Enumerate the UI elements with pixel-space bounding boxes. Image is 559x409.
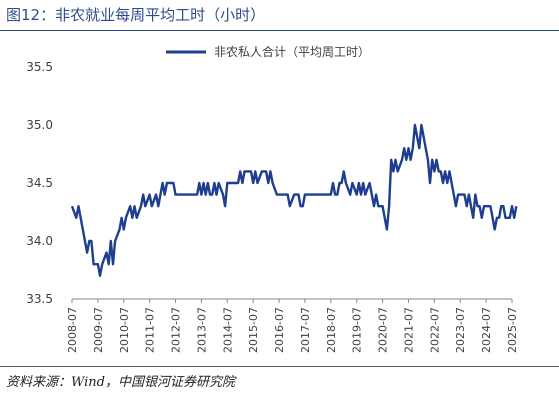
y-tick-label: 35.5 [26,60,53,74]
x-tick-label: 2010-07 [118,307,131,353]
y-tick-label: 35.0 [26,118,53,132]
y-axis: 33.5 34.0 34.5 35.0 35.5 [26,60,53,306]
x-tick-label: 2021-07 [402,307,415,353]
y-tick-label: 33.5 [26,292,53,306]
x-tick-label: 2024-07 [480,307,493,353]
y-tick-label: 34.5 [26,176,53,190]
source-rule [0,366,559,367]
x-tick-label: 2017-07 [299,307,312,353]
x-axis: 2008-07 2009-07 2010-07 2011-07 2012-07 2013-… [66,298,519,353]
x-tick-label: 2022-07 [428,307,441,353]
x-tick-label: 2014-07 [221,307,234,353]
y-tick-label: 34.0 [26,234,53,248]
legend-label: 非农私人合计（平均周工时） [214,44,370,59]
x-tick-label: 2015-07 [247,307,260,353]
plot-area [70,123,518,277]
x-tick-label: 2020-07 [377,307,390,353]
x-tick-label: 2023-07 [454,307,467,353]
figure-title: 图12：非农就业每周平均工时（小时） [6,6,266,24]
x-tick-label: 2012-07 [170,307,183,353]
x-tick-label: 2013-07 [195,307,208,353]
source-note: 资料来源：Wind，中国银河证券研究院 [6,375,235,390]
x-tick-label: 2019-07 [351,307,364,353]
x-tick-label: 2025-07 [506,307,519,353]
x-tick-label: 2009-07 [92,307,105,353]
x-tick-label: 2008-07 [66,307,79,353]
title-rule [0,30,559,31]
chart-legend: 非农私人合计（平均周工时） [166,44,370,59]
x-tick-label: 2011-07 [144,307,157,353]
x-tick-label: 2016-07 [273,307,286,353]
line-chart: 非农私人合计（平均周工时） 33.5 34.0 34.5 35.0 35.5 2008-… [26,44,519,353]
series-line [70,123,518,277]
x-tick-label: 2018-07 [325,307,338,353]
